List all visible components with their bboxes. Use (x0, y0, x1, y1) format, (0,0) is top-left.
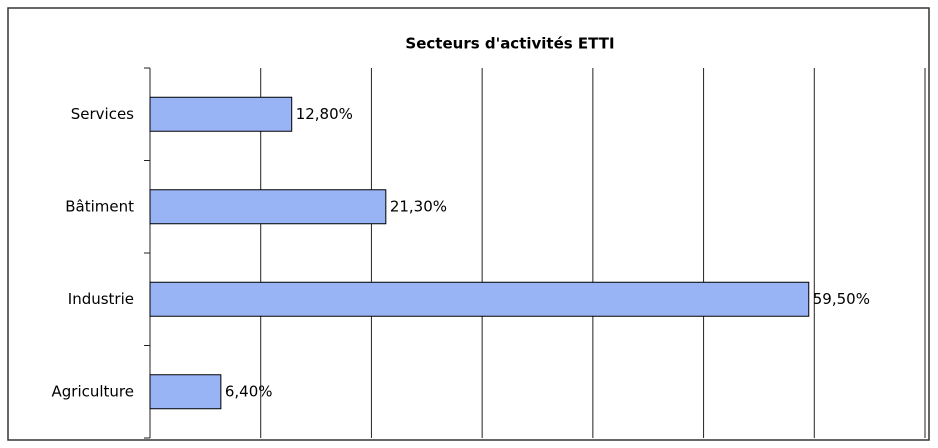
y-tick-label: Services (71, 105, 134, 123)
value-label: 6,40% (225, 382, 273, 400)
value-label: 59,50% (813, 290, 870, 308)
bar (149, 281, 810, 317)
value-label: 21,30% (390, 197, 447, 215)
bar (149, 96, 293, 132)
value-label: 12,80% (296, 105, 353, 123)
y-tick-label: Agriculture (52, 382, 135, 400)
y-tick-label: Bâtiment (65, 197, 134, 215)
chart-title: Secteurs d'activités ETTI (405, 35, 614, 53)
marks: 12,80% 21,30% 59,50% 6,40% (149, 96, 870, 410)
y-tick-label: Industrie (68, 290, 134, 308)
bar (149, 189, 387, 225)
bar (149, 374, 222, 410)
chart-frame (7, 7, 930, 441)
